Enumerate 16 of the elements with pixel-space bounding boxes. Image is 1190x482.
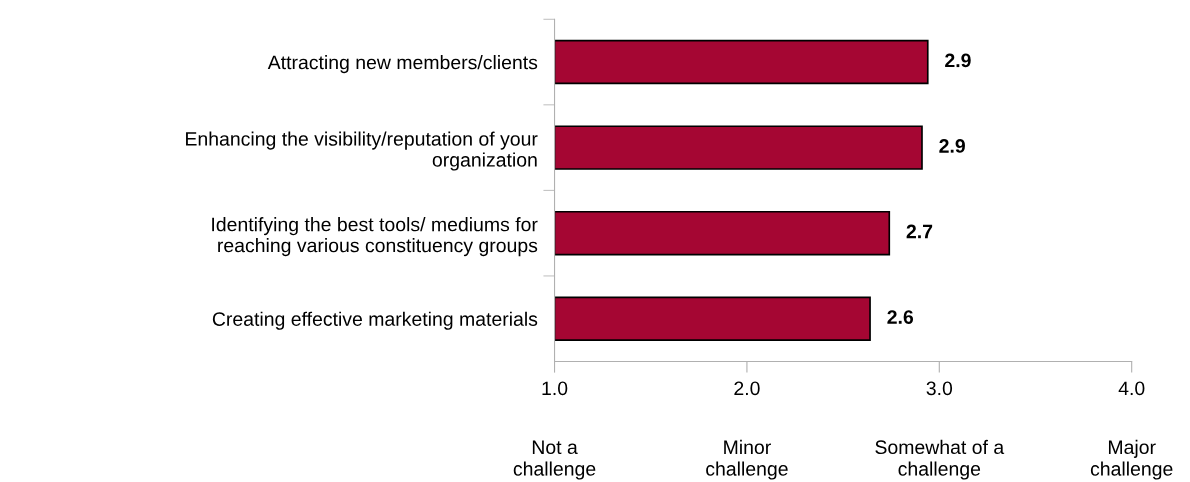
text: Major challenge [1090,439,1173,480]
text: Not a challenge [513,440,596,480]
x-tick-label: 3.0 [926,381,953,396]
x-tick-label: 4.0 [1118,381,1145,396]
data-label: 2.9 [939,139,965,153]
text: Minor challenge [706,439,788,480]
y-tick-label: Identifying the best tools/ mediums for reaching various constituency groups [212,217,538,257]
x-tick-label: 2.0 [734,381,760,396]
x-tick-label: 1.0 [542,381,568,396]
y-tick-label: Enhancing the visibility/reputation of your organization [186,131,538,171]
text: Somewhat of a challenge [875,439,1005,480]
y-tick-label: Creating effective marketing materials [212,311,538,330]
data-label: 2.7 [906,224,933,239]
data-label: 2.9 [945,53,971,68]
y-tick-label: Attracting new members/clients [267,55,538,74]
data-label: 2.6 [887,310,914,324]
